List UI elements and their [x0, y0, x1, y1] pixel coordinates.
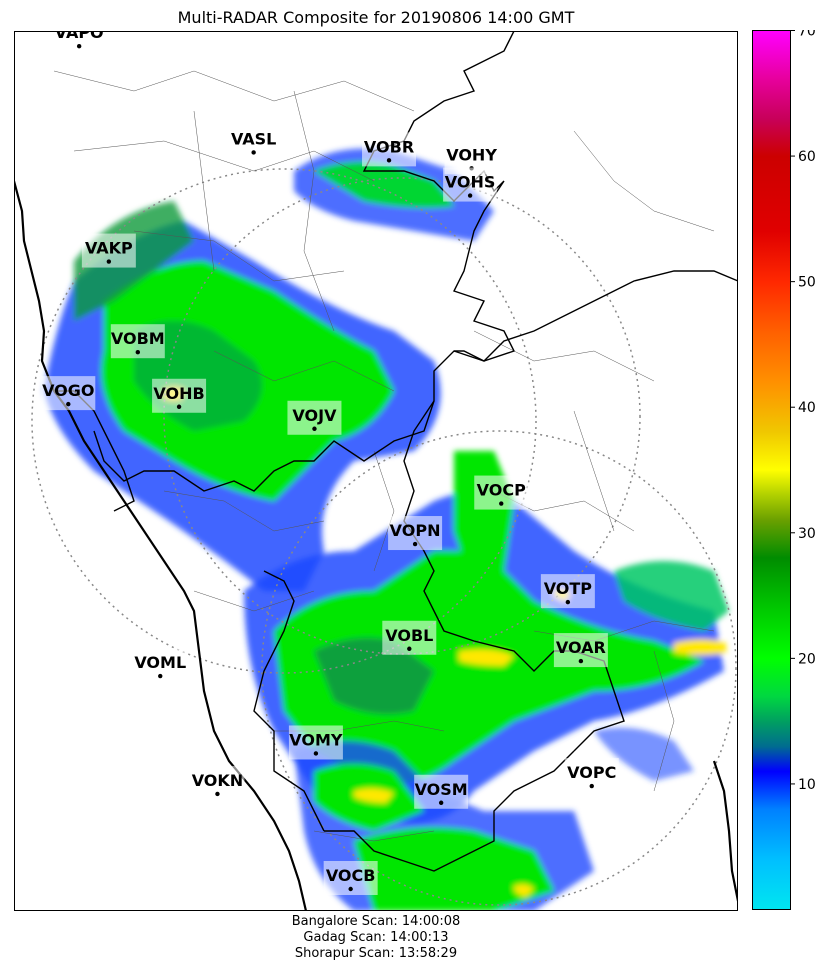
station-vapo: VAPO	[52, 31, 107, 53]
colorbar-tick-label: 40	[798, 400, 816, 416]
station-name: VOBM	[111, 329, 165, 348]
station-dot	[251, 150, 256, 155]
station-vobl: VOBL	[382, 620, 437, 655]
map-frame	[14, 31, 738, 911]
station-dot	[76, 44, 82, 49]
colorbar-tick-label: 20	[798, 651, 816, 667]
karnataka-andhra-border	[403, 400, 625, 752]
coastline	[14, 180, 738, 911]
station-vopn: VOPN	[388, 516, 443, 551]
station-dot	[215, 791, 220, 797]
station-labels: VAPO VASL VOBR VOHY VOHS VAKP VOBM VOGO VOHB VOJV…	[41, 31, 619, 895]
scan-time-gadag: Gadag Scan: 14:00:13	[303, 930, 449, 945]
district-borders	[53, 70, 715, 842]
station-dot	[158, 673, 163, 679]
station-vosm: VOSM	[414, 774, 469, 809]
station-vocp: VOCP	[474, 475, 529, 510]
station-name: VOHY	[446, 145, 497, 164]
station-vopc: VOPC	[564, 758, 619, 793]
station-vokn: VOKN	[190, 765, 245, 800]
station-dot	[386, 158, 392, 163]
station-vohb: VOHB	[152, 378, 207, 413]
station-name: VOPN	[390, 521, 441, 540]
station-name: VOGO	[42, 381, 94, 400]
scan-time-shorapur: Shorapur Scan: 13:58:29	[294, 946, 458, 961]
station-name: VOCB	[326, 866, 376, 885]
station-name: VASL	[231, 129, 276, 148]
station-vakp: VAKP	[81, 233, 136, 268]
station-voar: VOAR	[553, 633, 608, 668]
station-dot	[412, 541, 418, 547]
radar-map[interactable]: VAPO VASL VOBR VOHY VOHS VAKP VOBM VOGO VOHB VOJV…	[14, 31, 738, 911]
colorbar-tick-label: 30	[798, 526, 816, 542]
station-voml: VOML	[133, 648, 188, 683]
station-dot	[312, 426, 317, 431]
colorbar-tick-label: 10	[798, 777, 816, 793]
karnataka-tamilnadu-border	[324, 750, 575, 872]
colorbar-tick-label: 70	[798, 30, 816, 40]
scan-time-bangalore: Bangalore Scan: 14:00:08	[291, 914, 461, 929]
station-vohs: VOHS	[443, 167, 498, 202]
scan-times: Bangalore Scan: 14:00:08 Gadag Scan: 14:…	[0, 914, 752, 962]
station-vobr: VOBR	[362, 132, 417, 167]
station-name: VOBL	[385, 626, 433, 645]
station-dot	[348, 886, 353, 892]
range-ring-bangalore	[261, 430, 737, 906]
colorbar-gradient	[752, 30, 791, 910]
station-name: VAPO	[55, 31, 104, 42]
karnataka-telangana-border	[454, 270, 738, 362]
station-name: VOTP	[544, 579, 593, 598]
station-name: VOKN	[192, 771, 244, 790]
station-dot	[565, 599, 571, 605]
station-vasl: VASL	[226, 124, 281, 159]
colorbar-tick-label: 50	[798, 275, 816, 291]
range-ring-gadag	[31, 168, 537, 674]
station-dot	[106, 259, 112, 264]
station-name: VOHS	[445, 173, 496, 192]
station-name: VOPC	[567, 763, 616, 782]
colorbar-tick-label: 60	[798, 149, 816, 165]
station-dot	[66, 401, 71, 407]
station-dot	[467, 193, 473, 198]
station-dot	[176, 404, 182, 409]
station-vocb: VOCB	[323, 861, 378, 895]
station-name: VOSM	[415, 780, 468, 799]
station-dot	[589, 783, 594, 789]
station-name: VOJV	[292, 406, 337, 425]
colorbar: 10 20 30 40 50 60 70	[752, 30, 816, 910]
station-dot	[135, 350, 141, 355]
station-name: VOBR	[364, 137, 414, 156]
station-name: VOMY	[289, 730, 343, 749]
station-dot	[313, 751, 319, 756]
station-vomy: VOMY	[288, 725, 343, 760]
station-vogo: VOGO	[41, 376, 96, 411]
map-title: Multi-RADAR Composite for 20190806 14:00…	[177, 8, 575, 27]
station-name: VOML	[134, 653, 186, 672]
station-votp: VOTP	[540, 574, 595, 609]
station-label-box	[52, 31, 107, 53]
station-dot	[578, 658, 584, 664]
station-vobm: VOBM	[110, 324, 165, 359]
station-name: VAKP	[85, 239, 133, 258]
karnataka-kerala-border	[253, 570, 325, 832]
station-name: VOCP	[477, 481, 526, 500]
station-vojv: VOJV	[287, 400, 342, 435]
station-dot	[499, 501, 504, 506]
station-dot	[407, 646, 412, 651]
station-dot	[438, 800, 444, 805]
station-name: VOHB	[153, 384, 204, 403]
station-name: VOAR	[556, 638, 606, 657]
